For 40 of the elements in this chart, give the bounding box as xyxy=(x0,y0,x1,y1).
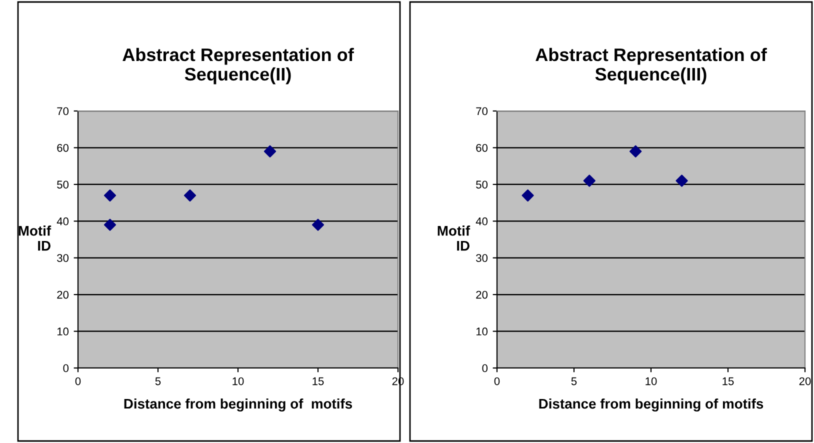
y-tick-label: 50 xyxy=(476,180,488,189)
y-tick-label: 70 xyxy=(476,107,488,116)
x-tick-label: 15 xyxy=(722,377,734,386)
x-axis-title: Distance from beginning of motifs xyxy=(124,398,352,412)
point xyxy=(312,218,324,231)
y-tick-label: 0 xyxy=(482,364,488,372)
point xyxy=(184,189,196,202)
x-tick-label: 10 xyxy=(646,377,657,386)
x-axis-title: Distance from beginning of motifs xyxy=(539,398,764,412)
y-tick-label: 10 xyxy=(476,328,488,336)
x-tick-label: 0 xyxy=(75,377,81,386)
y-tick-label: 10 xyxy=(57,328,69,336)
point xyxy=(630,145,642,158)
x-tick-label: 0 xyxy=(494,377,500,386)
point xyxy=(522,189,534,202)
point xyxy=(104,218,116,231)
y-tick-label: 0 xyxy=(63,364,69,372)
point xyxy=(104,189,116,202)
y-tick-label: 20 xyxy=(476,290,488,299)
y-tick-label: 50 xyxy=(57,180,69,189)
x-tick-label: 10 xyxy=(232,377,244,386)
y-tick-label: 70 xyxy=(57,107,69,116)
y-axis-title: Motif ID xyxy=(438,226,470,251)
y-tick-label: 40 xyxy=(476,217,488,226)
x-tick-label: 5 xyxy=(155,377,161,386)
y-tick-label: 60 xyxy=(57,144,69,152)
point xyxy=(583,174,596,187)
x-tick-label: 5 xyxy=(571,377,577,386)
chart-title: Abstract Representation of Sequence(II) xyxy=(122,48,354,84)
point xyxy=(676,174,688,187)
y-tick-label: 30 xyxy=(476,254,488,262)
point xyxy=(264,145,276,158)
y-tick-label: 40 xyxy=(56,217,69,226)
y-axis-title: Motif ID xyxy=(18,226,52,251)
y-tick-label: 60 xyxy=(476,144,488,152)
y-tick-label: 20 xyxy=(57,290,69,299)
x-tick-label: 15 xyxy=(312,377,324,386)
y-tick-label: 30 xyxy=(57,254,69,262)
x-tick-label: 20 xyxy=(799,377,811,386)
chart-title: Abstract Representation of Sequence(III) xyxy=(536,48,767,84)
